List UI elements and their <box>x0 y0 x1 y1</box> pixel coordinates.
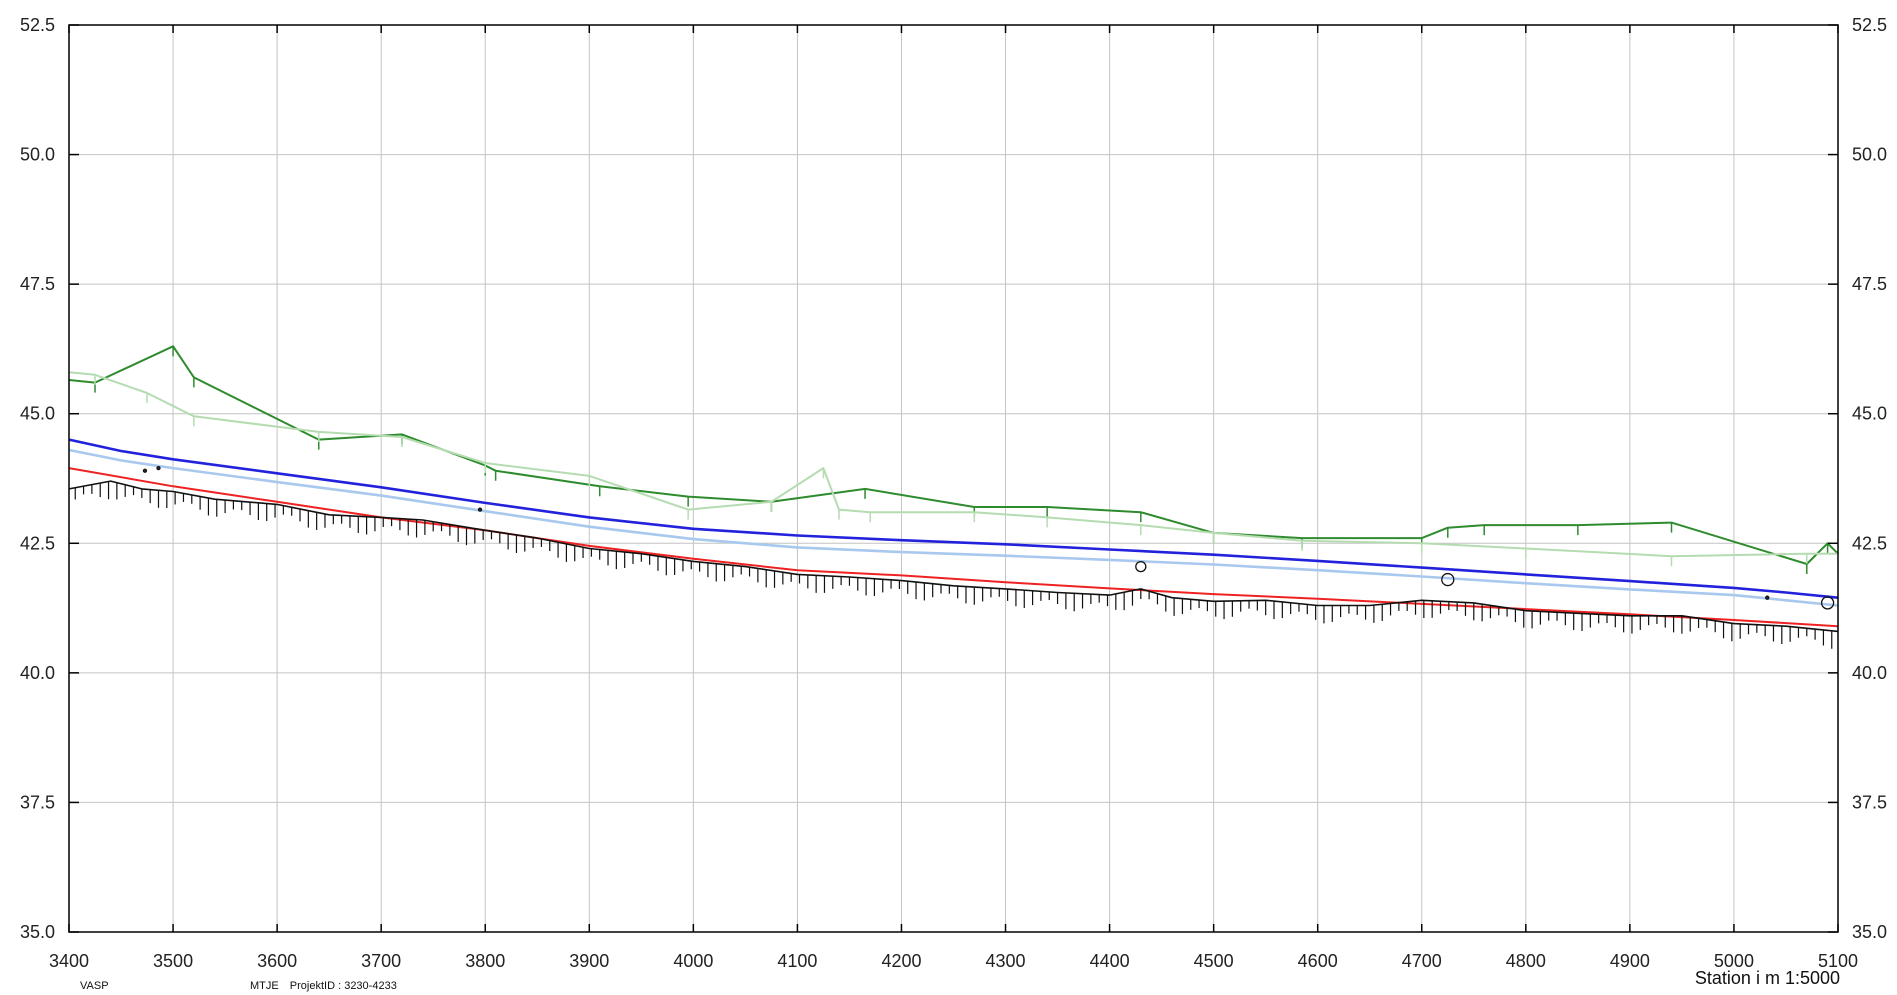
x-tick-label: 4700 <box>1402 951 1442 971</box>
y-tick-label-left: 42.5 <box>20 533 55 553</box>
x-tick-label: 4000 <box>673 951 713 971</box>
tick-labels: 3400 3500 3600 3700 3800 3900 4000 4100 4200 4300… <box>20 15 1887 971</box>
ticks <box>68 24 1839 933</box>
x-tick-label: 3900 <box>569 951 609 971</box>
x-tick-label: 4900 <box>1610 951 1650 971</box>
series-line-light-blue <box>68 448 1839 607</box>
y-tick-label-left: 45.0 <box>20 404 55 424</box>
plot-frame <box>68 24 1839 933</box>
y-tick-label-left: 37.5 <box>20 792 55 812</box>
marker-point <box>1135 560 1147 573</box>
x-tick-label: 3400 <box>49 951 89 971</box>
y-tick-label-left: 40.0 <box>20 663 55 683</box>
marker-point <box>1820 596 1835 610</box>
marker-point <box>1441 572 1455 587</box>
series-line-black <box>68 480 1839 633</box>
series-line-red <box>68 467 1839 628</box>
y-tick-label-left: 50.0 <box>20 145 55 165</box>
footer-project-id: ProjektID : 3230-4233 <box>289 980 397 992</box>
marker-point <box>156 465 161 471</box>
y-tick-label-right: 35.0 <box>1852 922 1887 942</box>
x-tick-label: 4600 <box>1298 951 1338 971</box>
series-line-dark-green <box>68 345 1839 565</box>
y-tick-label-left: 35.0 <box>20 922 55 942</box>
y-tick-label-right: 47.5 <box>1852 274 1887 294</box>
y-tick-label-left: 47.5 <box>20 274 55 294</box>
x-tick-label: 4800 <box>1506 951 1546 971</box>
y-tick-label-right: 42.5 <box>1852 533 1887 553</box>
y-tick-label-right: 45.0 <box>1852 404 1887 424</box>
footer-left-label: VASP <box>80 980 109 992</box>
footer-mid-label: MTJE <box>250 980 279 992</box>
x-tick-label: 3700 <box>361 951 401 971</box>
station-scale-label: Station i m 1:5000 <box>1694 968 1840 988</box>
x-tick-label: 3800 <box>465 951 505 971</box>
x-tick-label: 5100 <box>1818 951 1858 971</box>
x-tick-label: 4400 <box>1090 951 1130 971</box>
series-line-light-green <box>68 371 1838 558</box>
points-group <box>142 465 1835 610</box>
marker-point <box>142 468 148 473</box>
y-tick-label-right: 50.0 <box>1852 145 1887 165</box>
series-group <box>68 345 1839 649</box>
x-tick-label: 4100 <box>777 951 817 971</box>
x-tick-label: 4300 <box>986 951 1026 971</box>
y-tick-label-right: 37.5 <box>1852 792 1887 812</box>
y-tick-label-right: 52.5 <box>1852 15 1887 35</box>
x-tick-label: 4500 <box>1194 951 1234 971</box>
marker-point <box>477 507 483 512</box>
y-tick-label-left: 52.5 <box>20 15 55 35</box>
y-tick-label-right: 40.0 <box>1852 663 1887 683</box>
grid <box>69 25 1838 932</box>
footer-project-info: MTJE ProjektID : 3230-4233 <box>250 980 405 992</box>
x-tick-label: 3600 <box>257 951 297 971</box>
series-line-blue <box>68 438 1839 599</box>
x-tick-label: 4200 <box>881 951 921 971</box>
x-tick-label: 3500 <box>153 951 193 971</box>
marker-point <box>1765 595 1770 600</box>
x-tick-label: 5000 <box>1714 951 1754 971</box>
